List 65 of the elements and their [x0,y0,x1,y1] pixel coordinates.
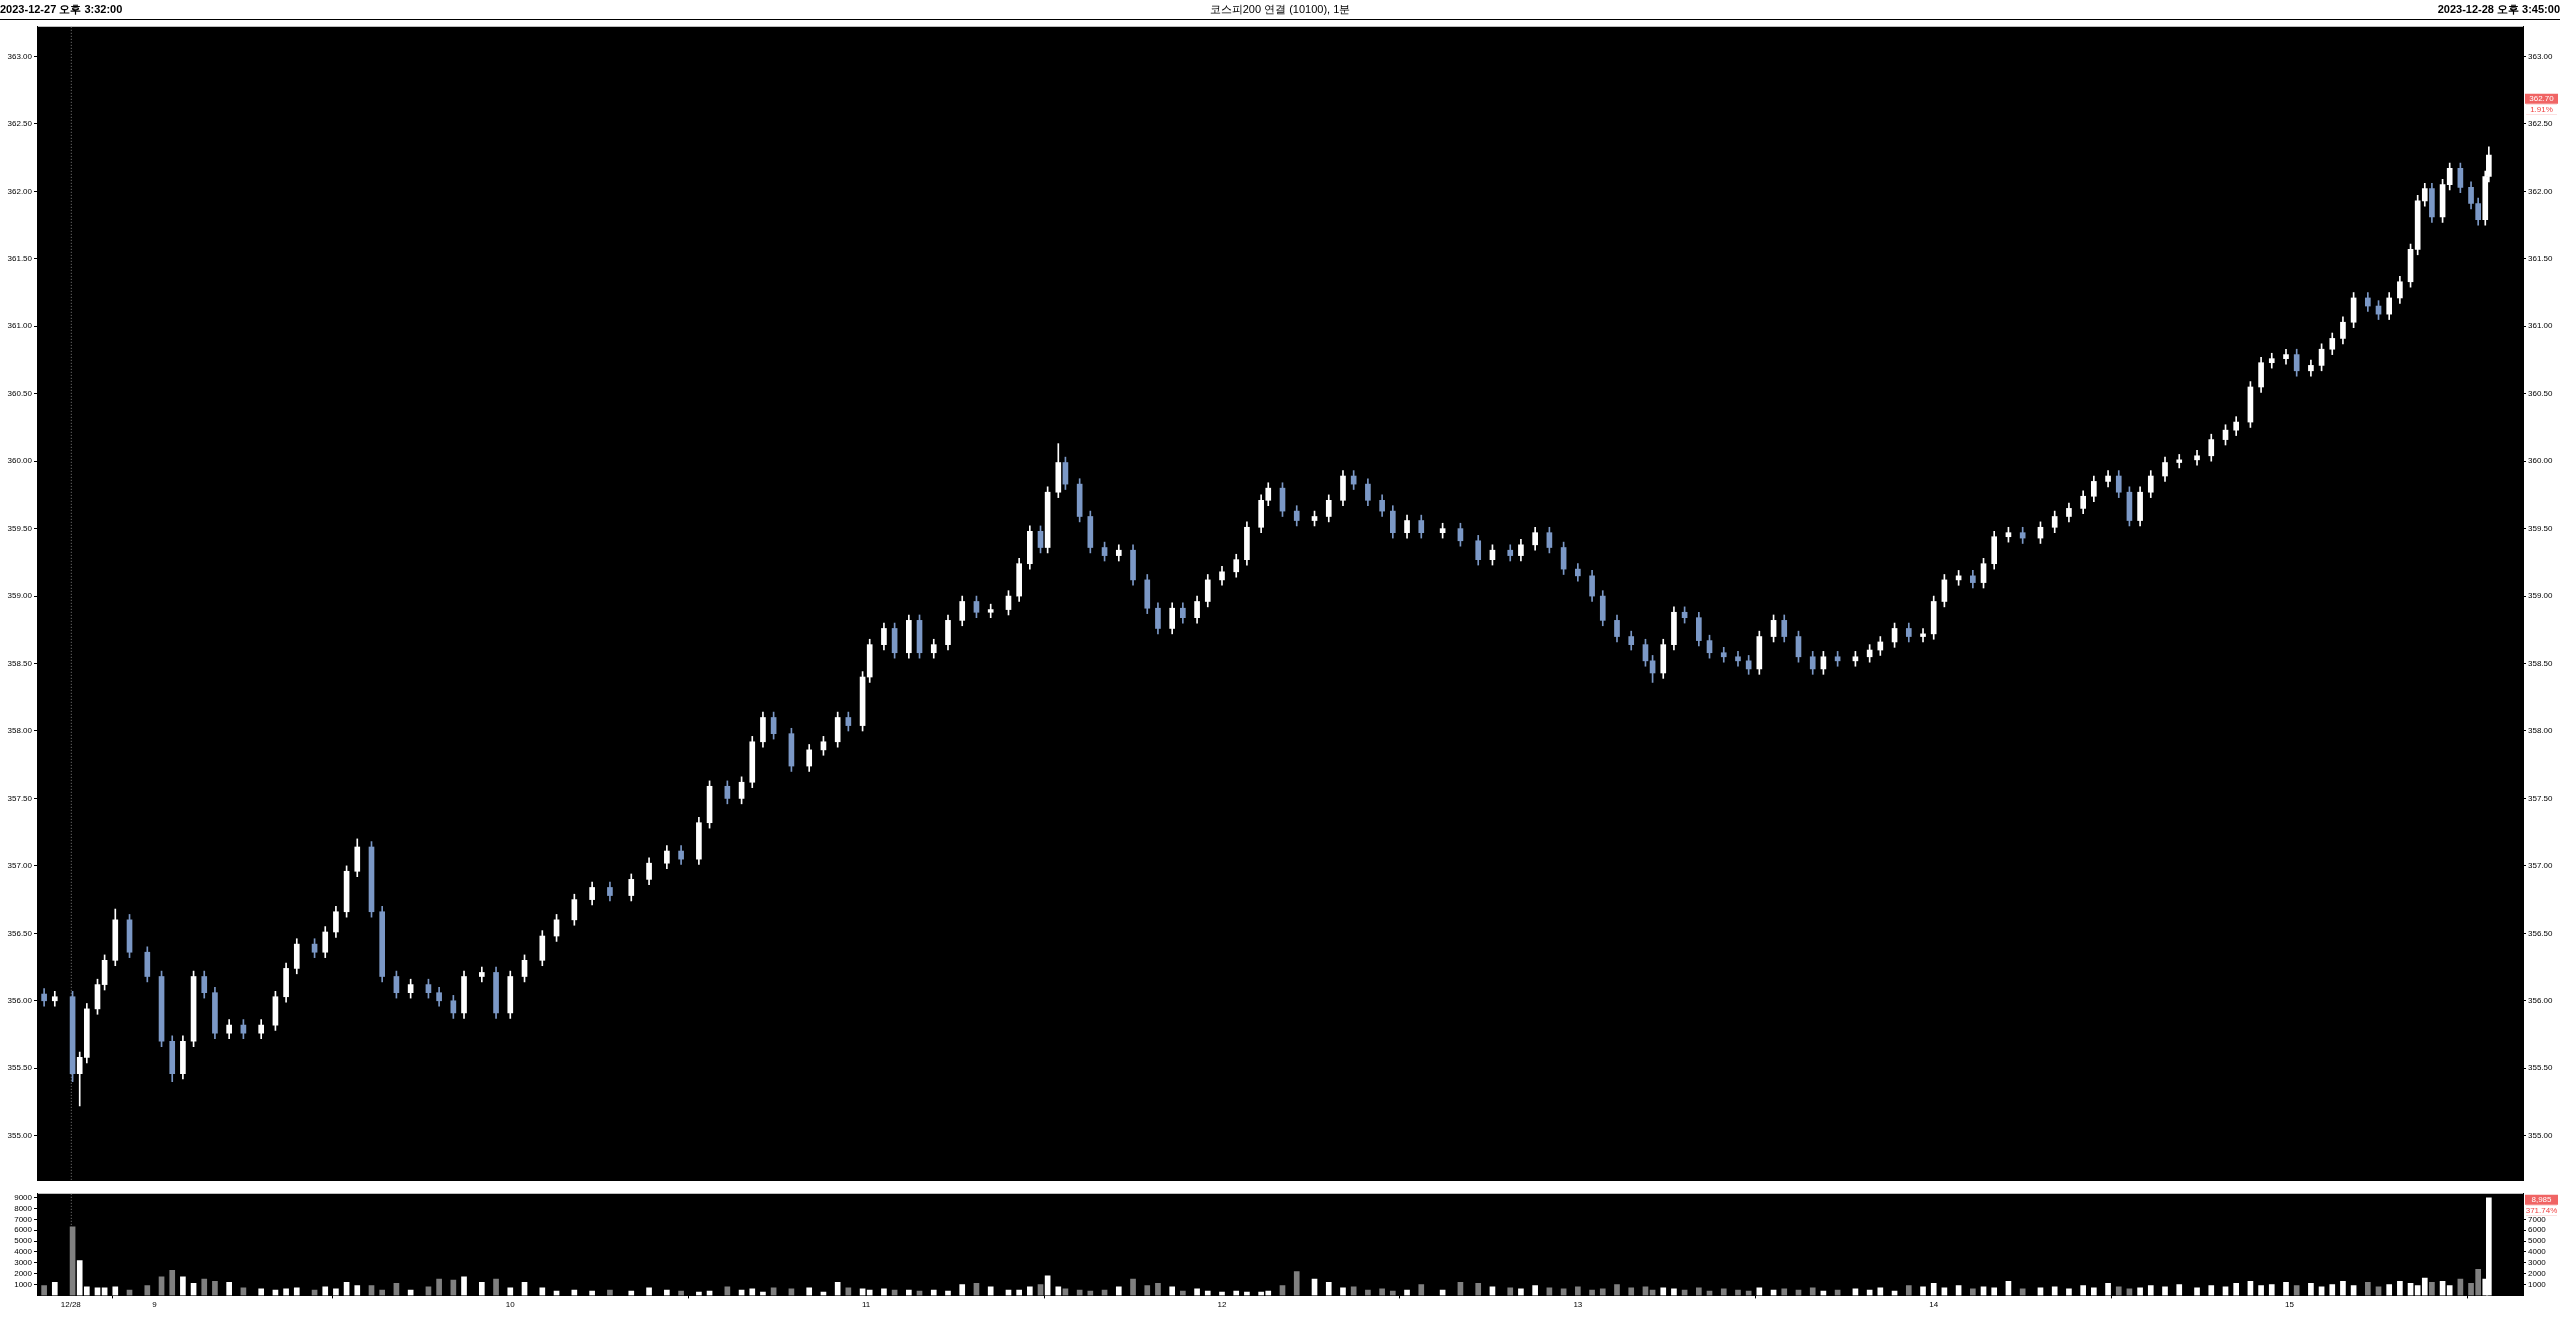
text: 371.74% [2525,1206,2558,1215]
x-tick-label: 12 [1217,1300,1227,1310]
y-tick-label: 363.00 [7,51,33,61]
y2-tick-label: 4000 [2528,1247,2547,1257]
y2-tick-label: 355.50 [2528,1063,2554,1073]
y2-tick-label: 361.50 [2528,254,2554,264]
y-tick-label: 355.00 [7,1130,33,1140]
y-tick-label: 9000 [14,1192,33,1202]
y-tick-label: 362.00 [7,186,33,196]
text: 2023-12-28 오후 3:45:00 [2437,2,2560,17]
y2-tick-label: 361.00 [2528,321,2554,331]
y-tick-label: 360.00 [7,456,33,466]
y-tick-label: 359.00 [7,591,33,601]
y2-tick-label: 362.50 [2528,119,2554,129]
text: 8,985 [2531,1195,2553,1204]
y-tick-label: 1000 [14,1279,33,1289]
y-tick-label: 360.50 [7,388,33,398]
y2-tick-label: 6000 [2528,1225,2547,1235]
y-tick-label: 361.50 [7,254,33,264]
y2-tick-label: 360.50 [2528,388,2554,398]
y2-tick-label: 2000 [2528,1268,2547,1278]
y-tick-label: 2000 [14,1268,33,1278]
y2-tick-label: 358.50 [2528,658,2554,668]
y2-tick-label: 356.00 [2528,995,2554,1005]
x-tick-label: 14 [1929,1300,1939,1310]
y-tick-label: 358.50 [7,658,33,668]
y2-tick-label: 7000 [2528,1214,2547,1224]
y2-tick-label: 357.50 [2528,793,2554,803]
x-tick-label: 15 [2285,1300,2295,1310]
y2-tick-label: 359.50 [2528,523,2554,533]
y2-tick-label: 360.00 [2528,456,2554,466]
y-tick-label: 362.50 [7,119,33,129]
text: 362.70 [2529,94,2555,103]
y2-tick-label: 356.50 [2528,928,2554,938]
y-tick-label: 355.50 [7,1063,33,1073]
y-tick-label: 3000 [14,1258,33,1267]
chart-title: 코스피200 연결 (10100), 1분 [1209,2,1351,17]
x-tick-label: 12/28 [60,1300,82,1310]
text: 2023-12-27 오후 3:32:00 [0,2,123,17]
y-tick-label: 7000 [14,1214,33,1224]
y-tick-label: 356.00 [7,995,33,1005]
y-tick-label: 8000 [14,1203,33,1213]
y-tick-label: 358.00 [7,726,33,736]
y-tick-label: 357.00 [7,861,33,871]
y-tick-label: 359.50 [7,523,33,533]
y2-tick-label: 1000 [2528,1279,2547,1289]
x-tick-label: 11 [861,1300,871,1310]
y-tick-label: 6000 [14,1225,33,1235]
y2-tick-label: 359.00 [2528,591,2554,601]
x-tick-label: 9 [152,1300,158,1310]
y-tick-label: 356.50 [7,928,33,938]
y2-tick-label: 362.00 [2528,186,2554,196]
y2-tick-label: 5000 [2528,1236,2547,1246]
x-tick-label: 10 [505,1300,516,1310]
y2-tick-label: 363.00 [2528,51,2554,61]
x-tick-label: 13 [1573,1300,1583,1310]
y2-tick-label: 3000 [2528,1258,2547,1267]
y2-tick-label: 355.00 [2528,1130,2554,1140]
y-tick-label: 357.50 [7,793,33,803]
y-tick-label: 5000 [14,1236,33,1246]
y-tick-label: 361.00 [7,321,33,331]
y2-tick-label: 357.00 [2528,861,2554,871]
text: 1.91% [2530,105,2553,114]
y2-tick-label: 358.00 [2528,726,2554,736]
y-tick-label: 4000 [14,1247,33,1257]
